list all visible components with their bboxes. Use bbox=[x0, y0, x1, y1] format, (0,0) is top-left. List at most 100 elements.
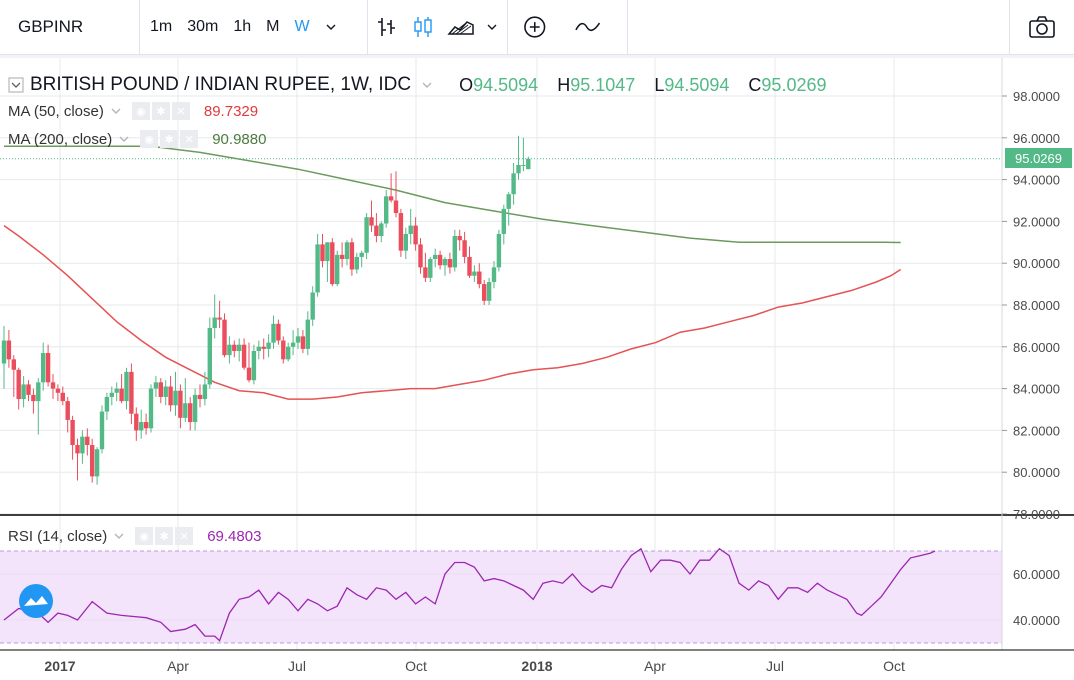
snapshot-button[interactable] bbox=[1009, 0, 1074, 54]
eye-icon[interactable]: ◉ bbox=[140, 130, 159, 148]
candle-body bbox=[85, 436, 90, 446]
collapse-chevron-icon[interactable] bbox=[8, 77, 24, 93]
chevron-down-icon[interactable] bbox=[421, 80, 433, 90]
candle-body bbox=[526, 158, 531, 170]
chart-type-dropdown-icon[interactable] bbox=[486, 22, 498, 32]
ma200-controls: ◉ ✱ ✕ bbox=[140, 130, 200, 148]
candle-body bbox=[143, 422, 149, 429]
area-chart-icon[interactable] bbox=[446, 14, 476, 40]
chevron-down-icon[interactable] bbox=[113, 531, 125, 541]
candle-body bbox=[1, 340, 7, 364]
bar-chart-icon[interactable] bbox=[374, 14, 400, 40]
price-tick-label: 84.0000 bbox=[1013, 382, 1060, 397]
close-icon[interactable]: ✕ bbox=[180, 130, 199, 148]
candle-body bbox=[501, 208, 506, 234]
candle-body bbox=[227, 344, 232, 356]
interval-1h[interactable]: 1h bbox=[233, 18, 252, 35]
candle-body bbox=[398, 213, 404, 251]
interval-w[interactable]: W bbox=[294, 18, 310, 35]
price-chart[interactable]: 98.0000 96.0000 94.0000 92.0000 90.0000 88.00… bbox=[0, 58, 1074, 680]
rsi-tick-label: 60.0000 bbox=[1013, 567, 1060, 582]
candle-body bbox=[114, 388, 119, 393]
candle-body bbox=[55, 388, 61, 393]
high-label: H bbox=[557, 74, 571, 95]
chevron-down-icon[interactable] bbox=[325, 22, 337, 32]
candle-body bbox=[364, 217, 369, 253]
candle-body bbox=[516, 164, 521, 174]
time-tick-label: Jul bbox=[766, 658, 784, 674]
close-icon[interactable]: ✕ bbox=[171, 102, 190, 120]
candle-body bbox=[482, 284, 487, 301]
candle-body bbox=[153, 382, 159, 389]
price-tick-label: 94.0000 bbox=[1013, 173, 1060, 188]
chart-title: BRITISH POUND / INDIAN RUPEE, 1W, IDC bbox=[30, 74, 412, 95]
candle-body bbox=[183, 403, 188, 418]
candle-body bbox=[50, 382, 56, 389]
candle-body bbox=[290, 342, 296, 347]
candle-body bbox=[163, 386, 168, 397]
candle-body bbox=[104, 396, 110, 412]
candle-body bbox=[437, 254, 443, 266]
chevron-down-icon[interactable] bbox=[110, 106, 122, 116]
gear-icon[interactable]: ✱ bbox=[151, 102, 170, 120]
candle-body bbox=[276, 323, 281, 341]
rsi-line bbox=[3, 547, 936, 642]
candle-body bbox=[300, 336, 306, 349]
top-toolbar: GBPINR 1m 30m 1h M W bbox=[0, 0, 1074, 55]
candle-body bbox=[26, 384, 31, 395]
candle-body bbox=[129, 371, 134, 414]
tradingview-badge-icon bbox=[19, 584, 53, 618]
candle-body bbox=[491, 267, 497, 283]
interval-m[interactable]: M bbox=[266, 18, 280, 35]
chart-area[interactable]: 98.0000 96.0000 94.0000 92.0000 90.0000 88.00… bbox=[0, 58, 1074, 680]
candle-body bbox=[433, 254, 438, 260]
candle-body bbox=[261, 346, 266, 349]
candlestick-icon[interactable] bbox=[410, 14, 436, 40]
candle-body bbox=[94, 449, 100, 477]
close-icon[interactable]: ✕ bbox=[175, 527, 194, 545]
candle-body bbox=[496, 233, 502, 268]
eye-icon[interactable]: ◉ bbox=[131, 102, 150, 120]
chevron-down-icon[interactable] bbox=[118, 134, 130, 144]
candle-body bbox=[339, 254, 345, 260]
candle-body bbox=[310, 292, 315, 320]
candle-body bbox=[99, 411, 105, 450]
candle-body bbox=[506, 194, 511, 209]
candle-body bbox=[134, 413, 139, 431]
eye-icon[interactable]: ◉ bbox=[135, 527, 154, 545]
candle-body bbox=[178, 390, 183, 418]
candle-body bbox=[295, 336, 301, 343]
candle-body bbox=[442, 259, 448, 266]
symbol-search[interactable]: GBPINR bbox=[0, 0, 140, 54]
candle-body bbox=[139, 422, 144, 431]
compare-icon[interactable] bbox=[574, 14, 601, 40]
candle-body bbox=[11, 359, 16, 370]
candle-body bbox=[222, 319, 227, 356]
price-tick-label: 82.0000 bbox=[1013, 423, 1060, 438]
low-value: 94.5094 bbox=[664, 74, 730, 95]
open-label: O bbox=[459, 74, 474, 95]
candle-body bbox=[212, 317, 217, 328]
open-value: 94.5094 bbox=[473, 74, 539, 95]
ma50-controls: ◉ ✱ ✕ bbox=[131, 102, 192, 120]
candle-body bbox=[423, 267, 428, 278]
ma200-line bbox=[4, 145, 901, 244]
candle-body bbox=[256, 346, 261, 351]
candle-body bbox=[207, 327, 212, 385]
candle-body bbox=[75, 445, 80, 454]
time-tick-label: Apr bbox=[167, 658, 189, 674]
candle-body bbox=[379, 223, 384, 237]
candle-body bbox=[217, 317, 222, 320]
candle-body bbox=[393, 200, 399, 214]
candle-body bbox=[148, 388, 154, 429]
rsi-value: 69.4803 bbox=[207, 527, 262, 545]
interval-30m[interactable]: 30m bbox=[187, 18, 219, 35]
gear-icon[interactable]: ✱ bbox=[155, 527, 174, 545]
candle-body bbox=[109, 392, 114, 397]
candle-body bbox=[251, 350, 257, 381]
time-tick-label: 2018 bbox=[521, 658, 552, 674]
interval-1m[interactable]: 1m bbox=[150, 18, 173, 35]
time-tick-label: Apr bbox=[644, 658, 666, 674]
add-indicator-icon[interactable] bbox=[522, 14, 548, 40]
gear-icon[interactable]: ✱ bbox=[160, 130, 179, 148]
